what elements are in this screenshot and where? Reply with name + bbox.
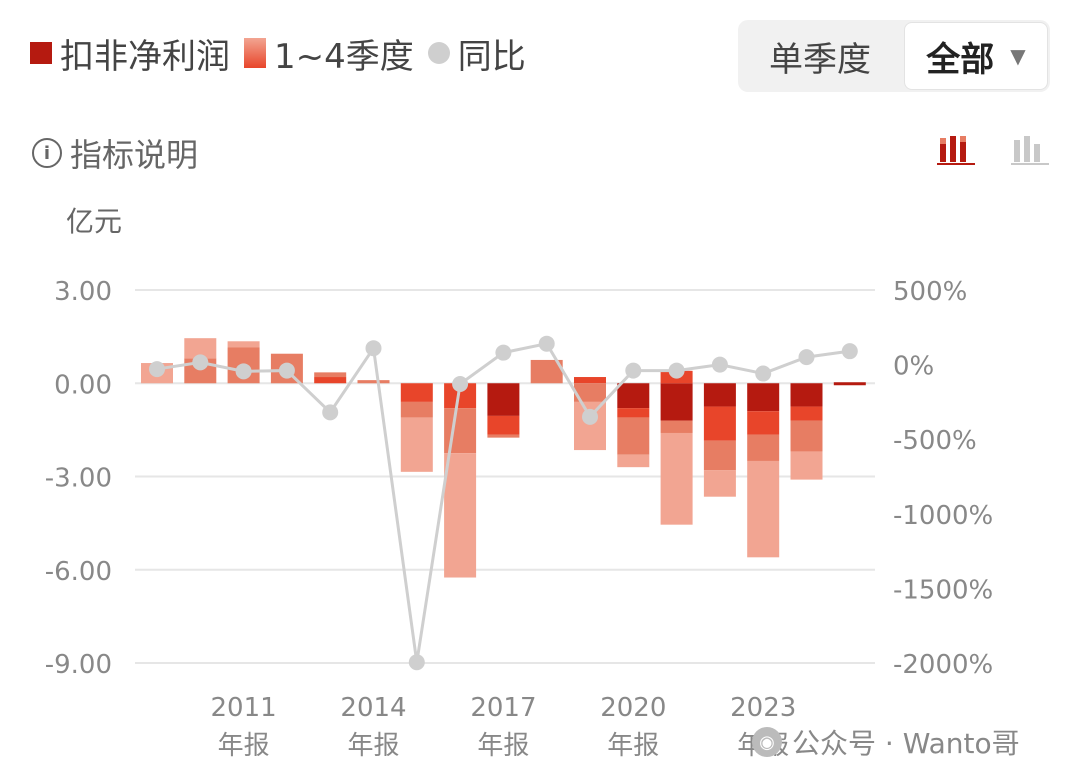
y-tick-label: -3.00 bbox=[45, 464, 112, 494]
all-dropdown[interactable]: 全部 ▼ bbox=[904, 22, 1048, 90]
legend-quarters-label: 1~4季度 bbox=[274, 36, 414, 77]
bar-segment bbox=[444, 453, 477, 578]
bar-segment bbox=[617, 417, 650, 455]
legend-deducted-label: 扣非净利润 bbox=[60, 36, 230, 77]
bar-segment bbox=[747, 460, 780, 558]
yoy-point bbox=[192, 354, 209, 371]
y2-tick-label: -2000% bbox=[893, 650, 993, 680]
watermark: ◉ 公众号 · Wanto哥 bbox=[752, 722, 1020, 762]
y2-tick-label: 0% bbox=[893, 352, 934, 382]
y-axis-unit: 亿元 bbox=[66, 205, 123, 238]
yoy-point bbox=[711, 356, 728, 373]
bar-segment bbox=[530, 359, 563, 384]
bar-segment bbox=[660, 432, 693, 525]
bar-segment bbox=[790, 383, 823, 407]
y2-tick-label: -500% bbox=[893, 426, 977, 456]
bar-segment bbox=[574, 377, 606, 384]
yoy-point bbox=[278, 362, 295, 379]
x-tick-label: 2014 bbox=[340, 693, 406, 723]
yoy-point bbox=[452, 375, 469, 392]
y2-tick-label: -1500% bbox=[893, 575, 993, 605]
yoy-point bbox=[582, 408, 598, 425]
yoy-point bbox=[538, 335, 555, 352]
y-tick-label: -6.00 bbox=[45, 557, 112, 587]
x-tick-sublabel: 年报 bbox=[607, 731, 659, 761]
yoy-point bbox=[235, 363, 252, 380]
bar-segment bbox=[703, 470, 736, 497]
bar-segment bbox=[574, 383, 606, 402]
stacked-bar-chart-icon[interactable] bbox=[936, 132, 976, 168]
bar-segment bbox=[790, 451, 823, 480]
bar-segment bbox=[790, 420, 823, 452]
quarters-swatch bbox=[244, 38, 266, 68]
bar-segment bbox=[487, 415, 520, 435]
watermark-text: 公众号 · Wanto哥 bbox=[792, 727, 1020, 760]
legend-quarters[interactable]: 1~4季度 bbox=[244, 29, 414, 78]
yoy-point bbox=[408, 654, 425, 671]
indicator-info[interactable]: i 指标说明 bbox=[32, 130, 198, 176]
bar-segment bbox=[660, 383, 693, 421]
yoy-point bbox=[755, 365, 772, 382]
yoy-point bbox=[841, 343, 858, 360]
y2-tick-label: -1000% bbox=[893, 501, 993, 531]
bar-segment bbox=[747, 411, 780, 435]
x-tick-sublabel: 年报 bbox=[347, 731, 399, 761]
bar-segment bbox=[833, 382, 866, 386]
bar-segment bbox=[747, 434, 780, 461]
x-tick-sublabel: 年报 bbox=[477, 731, 529, 761]
indicator-info-label: 指标说明 bbox=[70, 136, 199, 174]
wechat-icon: ◉ bbox=[752, 727, 782, 757]
x-tick-label: 2011 bbox=[211, 693, 277, 723]
bar-segment bbox=[703, 383, 736, 407]
yoy-point bbox=[495, 344, 512, 361]
grouped-bar-chart-icon[interactable] bbox=[1010, 132, 1050, 168]
bar-segment bbox=[487, 383, 520, 416]
yoy-point bbox=[365, 340, 382, 357]
yoy-point bbox=[798, 349, 815, 366]
x-tick-label: 2020 bbox=[600, 693, 666, 723]
bar-segment bbox=[617, 383, 650, 409]
bar-segment bbox=[400, 383, 433, 402]
bar-segment bbox=[400, 401, 433, 418]
y-tick-label: 3.00 bbox=[54, 277, 112, 307]
x-tick-sublabel: 年报 bbox=[218, 731, 270, 761]
single-quarter-button[interactable]: 单季度 bbox=[769, 39, 871, 80]
y2-tick-label: 500% bbox=[893, 277, 967, 307]
deducted-swatch bbox=[30, 42, 52, 64]
bar-segment bbox=[790, 406, 823, 421]
bar-segment bbox=[617, 454, 650, 468]
yoy-swatch bbox=[427, 42, 450, 64]
bar-segment bbox=[400, 417, 433, 472]
x-tick-label: 2017 bbox=[470, 693, 536, 723]
bar-segment bbox=[314, 377, 347, 384]
legend-deducted[interactable]: 扣非净利润 bbox=[30, 29, 230, 78]
y-tick-label: 0.00 bbox=[54, 370, 112, 400]
bar-segment bbox=[314, 372, 347, 378]
period-toggle: 单季度 全部 ▼ bbox=[738, 20, 1050, 92]
legend-yoy[interactable]: 同比 bbox=[427, 29, 526, 78]
x-tick-label: 2023 bbox=[730, 693, 796, 723]
chevron-down-icon: ▼ bbox=[1010, 44, 1026, 68]
y-tick-label: -9.00 bbox=[45, 650, 112, 680]
legend-yoy-label: 同比 bbox=[457, 36, 526, 77]
bar-segment bbox=[703, 406, 736, 441]
bar-segment bbox=[660, 420, 693, 433]
info-icon: i bbox=[32, 138, 62, 168]
yoy-point bbox=[625, 362, 642, 379]
bar-segment bbox=[184, 338, 217, 359]
bar-segment bbox=[227, 341, 260, 348]
bar-segment bbox=[703, 440, 736, 471]
bar-segment bbox=[617, 408, 650, 418]
yoy-point bbox=[322, 404, 339, 421]
bar-segment bbox=[487, 434, 520, 438]
all-label: 全部 bbox=[926, 39, 995, 80]
bar-segment bbox=[747, 383, 780, 412]
bar-segment bbox=[357, 380, 390, 384]
yoy-point bbox=[668, 362, 685, 379]
yoy-point bbox=[149, 361, 165, 378]
legend: 扣非净利润 1~4季度 同比 bbox=[30, 29, 526, 78]
